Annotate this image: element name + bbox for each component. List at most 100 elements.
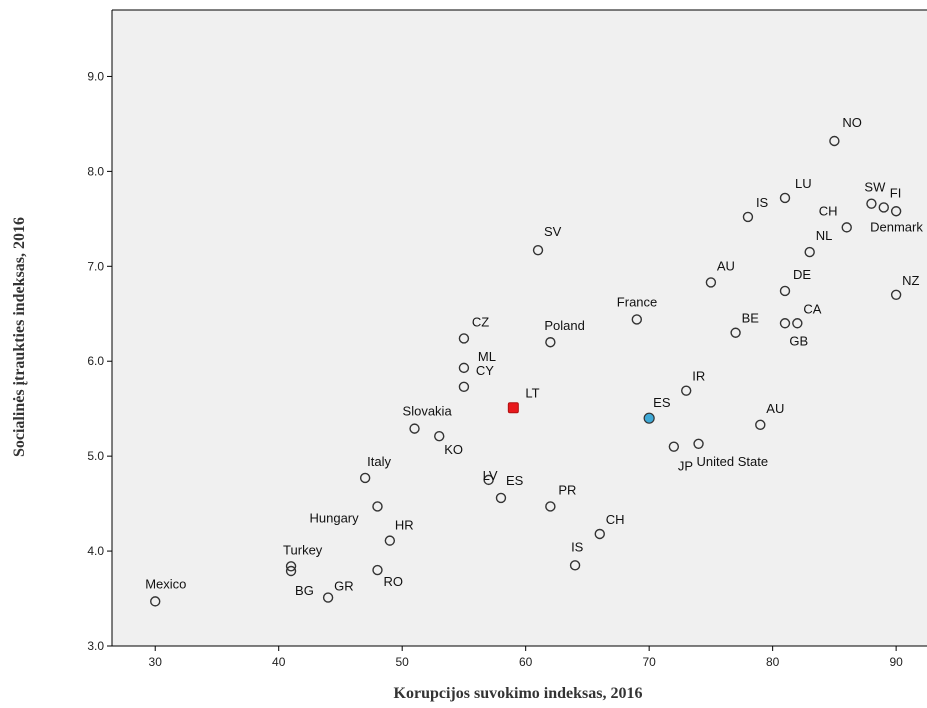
data-point <box>730 327 741 338</box>
y-tick-label: 6.0 <box>87 354 104 368</box>
data-point <box>458 362 470 374</box>
point-label: RO <box>383 574 403 589</box>
point-label: Turkey <box>283 542 323 557</box>
data-point <box>458 333 470 344</box>
point-label: GB <box>789 333 808 348</box>
data-point <box>532 244 544 256</box>
data-point <box>359 472 371 484</box>
point-label: IS <box>571 539 584 554</box>
y-tick-label: 8.0 <box>87 164 104 178</box>
x-ticks: 30 40 50 60 70 80 90 <box>149 646 903 669</box>
y-tick-label: 4.0 <box>87 544 104 558</box>
x-tick-label: 70 <box>642 655 656 669</box>
data-point <box>681 385 692 396</box>
data-point <box>890 289 902 300</box>
data-point <box>866 198 877 209</box>
point-label: France <box>617 294 657 309</box>
data-point <box>384 535 396 546</box>
data-point <box>458 381 470 393</box>
point-label: LU <box>795 176 812 191</box>
data-point <box>372 564 383 576</box>
point-label: CZ <box>472 314 489 329</box>
data-point <box>878 202 889 213</box>
data-point <box>322 592 334 603</box>
point-label: IR <box>692 369 705 384</box>
point-label: Denmark <box>870 219 923 234</box>
point-label: SW <box>864 180 886 195</box>
point-label: IS <box>756 195 769 210</box>
y-tick-label: 5.0 <box>87 449 104 463</box>
point-labels: NO LU SW FI IS CH Denmark NL SV AU DE NZ CA France BE G… <box>145 115 923 598</box>
point-label: CA <box>803 301 821 316</box>
x-tick-label: 40 <box>272 655 286 669</box>
data-point <box>779 192 791 204</box>
data-point <box>285 565 297 577</box>
point-label: ES <box>506 473 524 488</box>
data-point <box>742 211 754 223</box>
x-axis-title: Korupcijos suvokimo indeksas, 2016 <box>394 685 643 702</box>
data-point <box>150 596 161 607</box>
data-point <box>434 431 445 442</box>
point-label: Mexico <box>145 576 186 591</box>
y-axis-title: Socialinės įtraukties indeksas, 2016 <box>11 217 28 457</box>
data-point <box>779 318 791 329</box>
data-point <box>792 318 803 329</box>
data-point <box>569 560 581 571</box>
point-label: HR <box>395 518 414 533</box>
x-tick-label: 90 <box>889 655 903 669</box>
point-label: DE <box>793 267 811 282</box>
point-label: United State <box>697 454 769 469</box>
point-label: NL <box>816 228 833 243</box>
data-point <box>841 222 852 233</box>
point-label: CH <box>819 203 838 218</box>
point-label: BE <box>742 311 760 326</box>
data-point <box>804 246 815 258</box>
data-point <box>693 438 704 450</box>
point-label: AU <box>766 401 784 416</box>
data-point <box>545 501 556 512</box>
x-tick-label: 60 <box>519 655 533 669</box>
point-label: Poland <box>544 318 584 333</box>
x-tick-label: 80 <box>766 655 780 669</box>
data-point-es <box>643 412 655 424</box>
point-label: SV <box>544 224 562 239</box>
point-label: AU <box>717 258 735 273</box>
x-tick-label: 50 <box>396 655 410 669</box>
point-label: GR <box>334 579 354 594</box>
point-label: LV <box>483 468 498 483</box>
point-label: Slovakia <box>403 404 453 419</box>
point-label: PR <box>558 482 576 497</box>
data-point <box>483 474 494 486</box>
point-label: ML <box>478 349 496 364</box>
data-points <box>150 135 902 607</box>
data-point-lt <box>507 402 519 414</box>
y-ticks: 3.0 4.0 5.0 6.0 7.0 8.0 9.0 <box>87 69 112 653</box>
plot-area <box>112 10 927 646</box>
data-point <box>705 277 717 288</box>
point-label: NO <box>842 115 862 130</box>
y-tick-label: 7.0 <box>87 259 104 273</box>
x-tick-label: 30 <box>149 655 163 669</box>
data-point <box>631 314 643 325</box>
point-label: NZ <box>902 273 919 288</box>
data-point <box>890 206 902 217</box>
data-point <box>372 501 383 512</box>
point-label: KO <box>444 442 463 457</box>
y-tick-label: 9.0 <box>87 69 104 83</box>
point-label: BG <box>295 583 314 598</box>
y-tick-label: 3.0 <box>87 639 104 653</box>
data-point <box>829 135 840 147</box>
data-point <box>755 419 766 431</box>
data-point <box>285 561 297 572</box>
point-label: Hungary <box>309 510 359 525</box>
data-point <box>409 423 420 434</box>
point-label: LT <box>525 386 539 401</box>
data-point <box>495 492 507 504</box>
point-label: CH <box>606 512 625 527</box>
point-label: FI <box>890 185 902 200</box>
point-label: ES <box>653 395 671 410</box>
data-point <box>779 285 791 297</box>
point-label: CY <box>476 363 494 378</box>
data-point <box>594 528 605 540</box>
